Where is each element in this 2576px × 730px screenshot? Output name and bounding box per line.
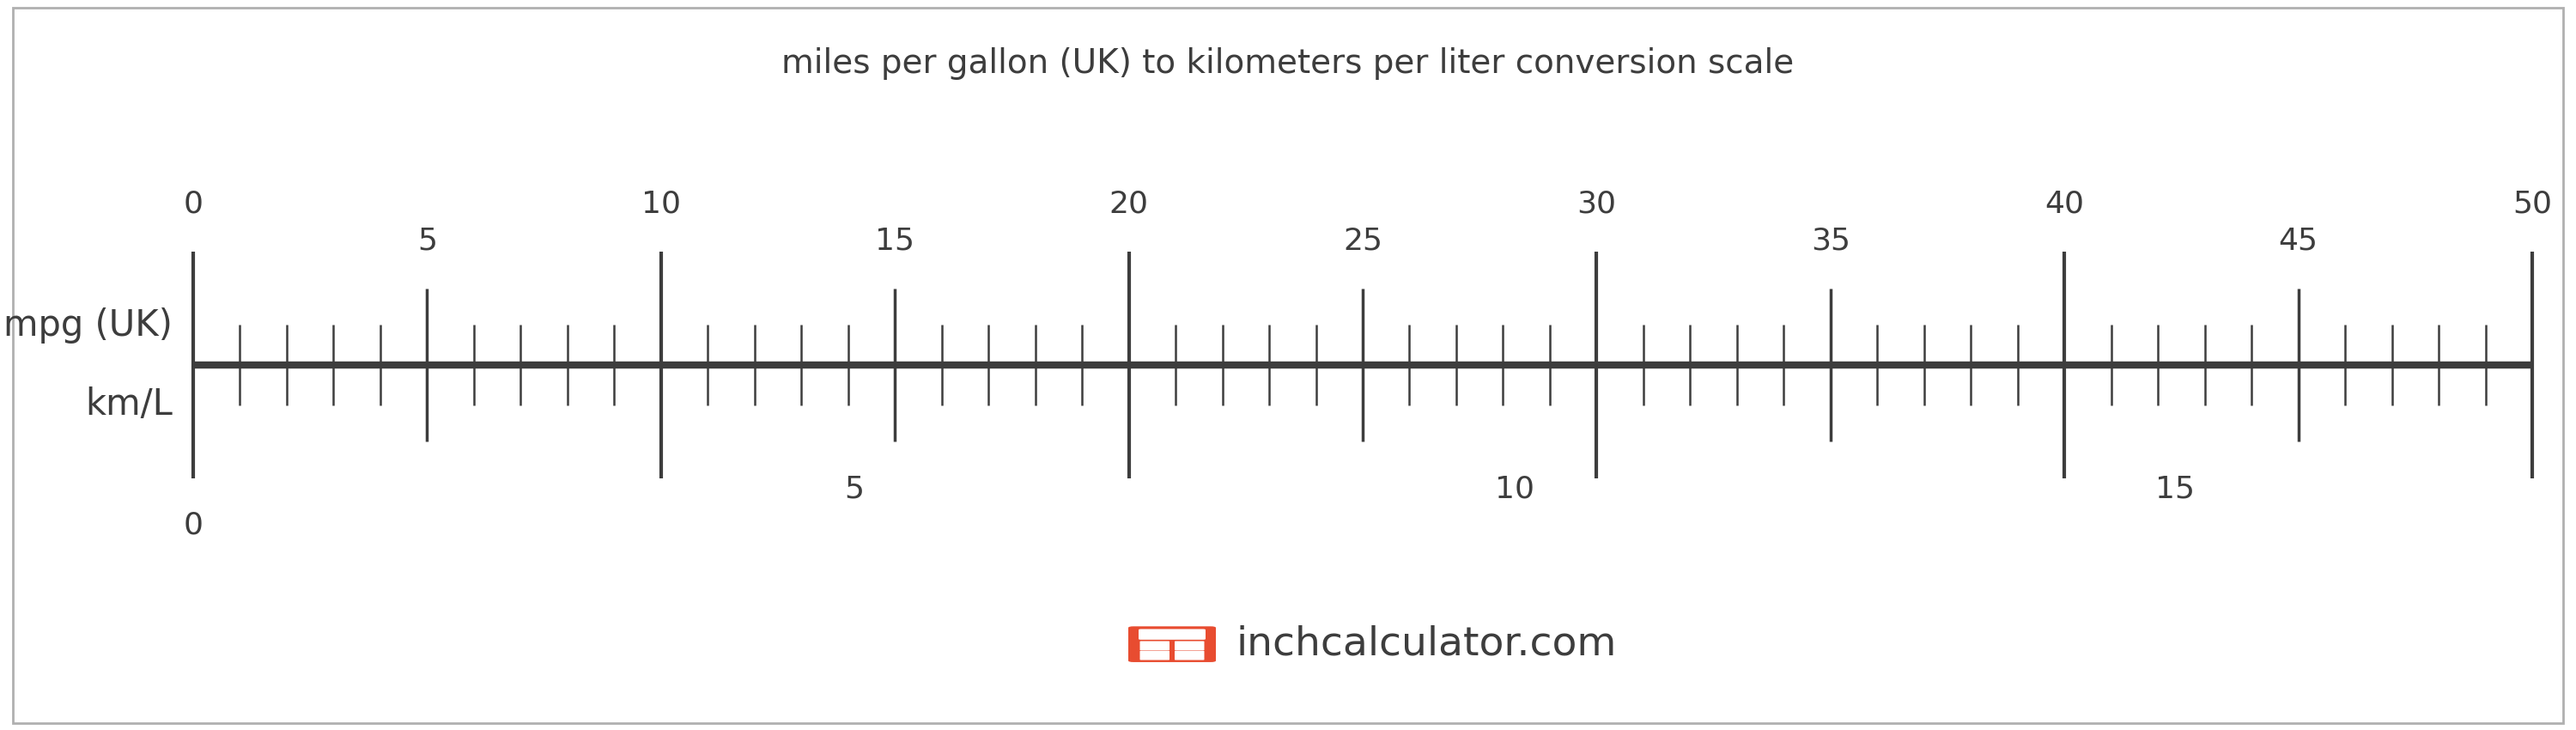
Text: km/L: km/L — [85, 387, 173, 423]
Text: miles per gallon (UK) to kilometers per liter conversion scale: miles per gallon (UK) to kilometers per … — [781, 47, 1795, 80]
Text: 10: 10 — [641, 190, 680, 219]
Text: 35: 35 — [1811, 226, 1850, 255]
Text: 20: 20 — [1110, 190, 1149, 219]
Text: 45: 45 — [2280, 226, 2318, 255]
Text: 0: 0 — [183, 190, 204, 219]
FancyBboxPatch shape — [1139, 650, 1170, 660]
FancyBboxPatch shape — [1139, 641, 1170, 650]
Text: 5: 5 — [417, 226, 438, 255]
Text: 30: 30 — [1577, 190, 1615, 219]
Text: 5: 5 — [845, 474, 863, 504]
Text: 15: 15 — [876, 226, 914, 255]
Text: 40: 40 — [2045, 190, 2084, 219]
Text: inchcalculator.com: inchcalculator.com — [1236, 625, 1618, 664]
FancyBboxPatch shape — [1139, 629, 1206, 639]
Text: mpg (UK): mpg (UK) — [3, 307, 173, 343]
Text: 0: 0 — [183, 511, 204, 540]
Text: 25: 25 — [1342, 226, 1383, 255]
FancyBboxPatch shape — [1175, 650, 1203, 660]
Text: 50: 50 — [2512, 190, 2553, 219]
Text: 15: 15 — [2156, 474, 2195, 504]
Text: 10: 10 — [1494, 474, 1535, 504]
FancyBboxPatch shape — [1175, 641, 1203, 650]
FancyBboxPatch shape — [1128, 626, 1216, 662]
